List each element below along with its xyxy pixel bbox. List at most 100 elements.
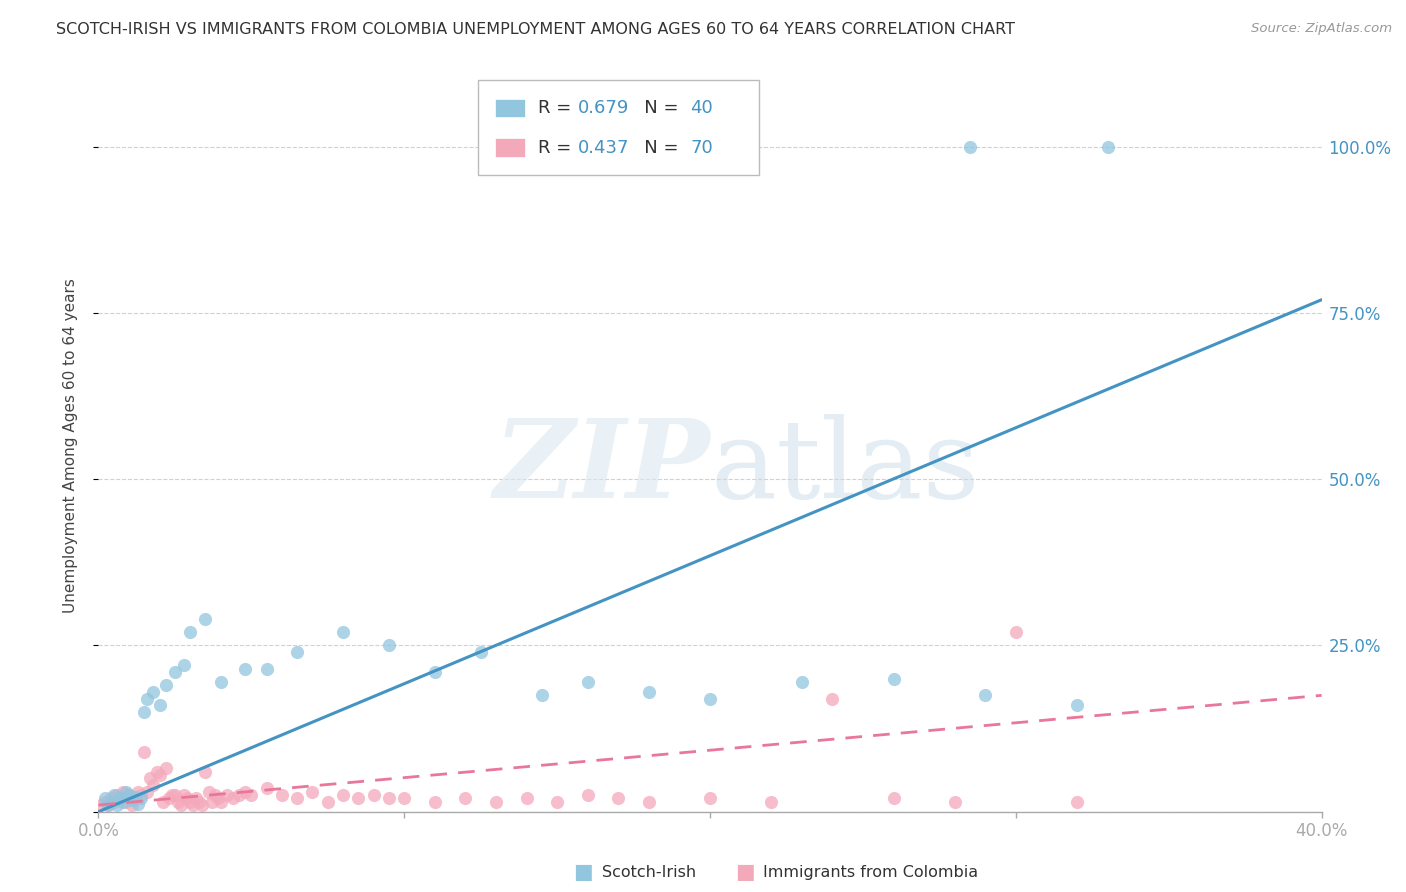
Point [222, 791, 245, 805]
Point [152, 795, 174, 809]
Point [256, 781, 278, 796]
Point [134, 745, 156, 759]
Point [209, 675, 232, 690]
Point [759, 795, 782, 809]
Point [207, 791, 229, 805]
Point [115, 795, 138, 809]
Text: 0.437: 0.437 [578, 138, 630, 157]
Point [240, 788, 263, 802]
Point [127, 797, 149, 811]
Point [200, 795, 222, 809]
Point [285, 791, 308, 805]
Point [454, 791, 477, 805]
Point [149, 768, 172, 782]
Point [215, 788, 238, 802]
Point [108, 791, 131, 805]
Point [959, 140, 981, 154]
Point [194, 612, 217, 626]
Point [285, 645, 308, 659]
Point [423, 665, 446, 679]
Text: SCOTCH-IRISH VS IMMIGRANTS FROM COLOMBIA UNEMPLOYMENT AMONG AGES 60 TO 64 YEARS : SCOTCH-IRISH VS IMMIGRANTS FROM COLOMBIA… [56, 22, 1015, 37]
Point [134, 705, 156, 719]
Point [1097, 140, 1119, 154]
Point [378, 639, 401, 653]
Point [191, 798, 214, 813]
Point [790, 675, 813, 690]
Point [155, 762, 177, 776]
Point [546, 795, 568, 809]
Point [301, 785, 323, 799]
Point [270, 788, 292, 802]
Text: Source: ZipAtlas.com: Source: ZipAtlas.com [1251, 22, 1392, 36]
Point [188, 795, 211, 809]
Text: 0.679: 0.679 [578, 99, 630, 117]
Point [576, 788, 599, 802]
Point [332, 625, 354, 640]
Point [105, 788, 128, 802]
Point [485, 795, 508, 809]
Point [1066, 795, 1088, 809]
Point [149, 698, 172, 713]
Point [204, 788, 226, 802]
Point [316, 795, 339, 809]
Y-axis label: Unemployment Among Ages 60 to 64 years: Unemployment Among Ages 60 to 64 years [63, 278, 77, 614]
Point [139, 772, 162, 786]
Point [943, 795, 966, 809]
Text: R =: R = [537, 138, 576, 157]
Point [186, 791, 208, 805]
Point [233, 662, 256, 676]
FancyBboxPatch shape [478, 80, 759, 176]
Point [136, 785, 159, 799]
Point [115, 785, 138, 799]
Point [883, 672, 905, 686]
Point [127, 785, 149, 799]
Text: N =: N = [627, 99, 685, 117]
Point [347, 791, 370, 805]
Point [103, 795, 125, 809]
Point [530, 689, 553, 703]
Point [90, 798, 112, 813]
Point [607, 791, 630, 805]
Point [197, 785, 219, 799]
Point [97, 798, 120, 813]
Point [378, 791, 401, 805]
Point [576, 675, 599, 690]
Point [181, 798, 204, 813]
Point [103, 788, 125, 802]
Point [179, 795, 201, 809]
Point [163, 788, 186, 802]
Point [470, 645, 492, 659]
Point [105, 798, 128, 813]
Point [97, 798, 120, 813]
Point [129, 788, 152, 802]
Point [637, 685, 661, 699]
Point [121, 793, 143, 807]
Point [108, 791, 131, 805]
Point [121, 798, 143, 813]
Point [363, 788, 385, 802]
Point [256, 662, 278, 676]
Point [228, 788, 250, 802]
Text: N =: N = [627, 138, 685, 157]
Point [173, 658, 195, 673]
Point [118, 788, 141, 802]
Text: R =: R = [537, 99, 576, 117]
Point [142, 685, 165, 699]
Point [516, 791, 538, 805]
Point [111, 785, 134, 799]
Point [883, 791, 905, 805]
Point [155, 678, 177, 692]
Point [160, 788, 183, 802]
Text: ■: ■ [574, 863, 593, 882]
Point [233, 785, 256, 799]
Point [179, 625, 201, 640]
Point [118, 788, 141, 802]
Point [145, 764, 167, 779]
Point [699, 691, 721, 706]
Point [100, 791, 122, 805]
Point [167, 795, 190, 809]
Point [637, 795, 661, 809]
Text: Immigrants from Colombia: Immigrants from Colombia [763, 865, 979, 880]
Point [1066, 698, 1088, 713]
Point [392, 791, 416, 805]
